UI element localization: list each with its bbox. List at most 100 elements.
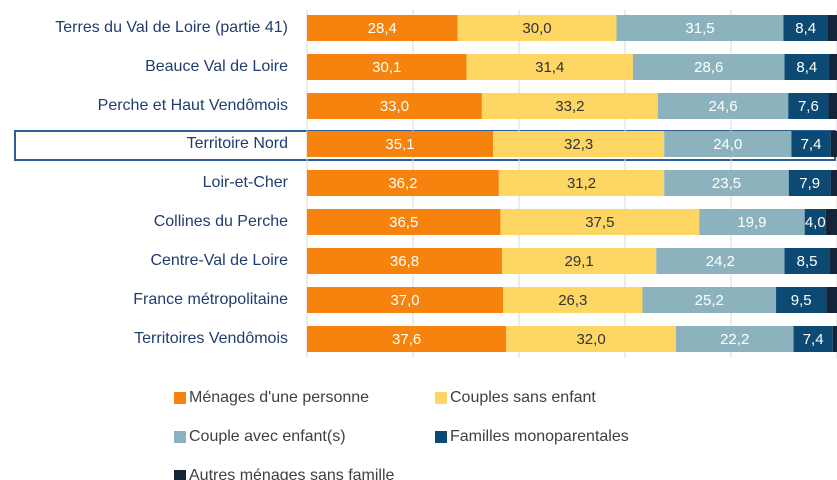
data-label: 28,6	[694, 59, 723, 76]
bar-segment	[828, 93, 837, 119]
bar-segment	[675, 326, 794, 352]
bar-segment	[307, 15, 458, 41]
bar-segment	[784, 54, 830, 80]
bar-segment	[784, 248, 830, 274]
legend-label: Autres ménages sans famille	[189, 467, 395, 480]
data-label: 36,8	[390, 253, 419, 270]
bar-segment	[664, 131, 792, 157]
bar-segment	[832, 326, 837, 352]
data-label: 30,0	[522, 20, 551, 37]
bar-segment	[783, 15, 828, 41]
bar-segment	[632, 54, 785, 80]
data-label: 23,5	[712, 175, 741, 192]
bar-segment	[307, 209, 501, 235]
data-label: 24,6	[708, 98, 737, 115]
category-label: Collines du Perche	[154, 213, 288, 230]
bar-segment	[788, 170, 831, 196]
bar-segment	[307, 131, 494, 157]
category-label: Loir-et-Cher	[203, 174, 289, 191]
data-label: 31,2	[567, 175, 596, 192]
legend-label: Couple avec enfant(s)	[189, 428, 346, 445]
category-label: Perche et Haut Vendômois	[98, 97, 288, 114]
data-label: 19,9	[737, 214, 766, 231]
bar-segment	[500, 209, 700, 235]
data-label: 28,4	[368, 20, 397, 37]
bar-segment	[307, 93, 482, 119]
data-label: 8,4	[795, 20, 816, 37]
category-label: Beauce Val de Loire	[145, 58, 288, 75]
category-label: Territoire Nord	[187, 135, 288, 152]
bar-segment	[616, 15, 784, 41]
legend-label: Couples sans enfant	[450, 389, 596, 406]
data-label: 9,5	[791, 292, 812, 309]
data-label: 4,0	[805, 214, 826, 231]
bar-segment	[830, 170, 837, 196]
bar-segment	[307, 287, 504, 313]
legend-swatch	[174, 431, 186, 443]
bar-segment	[793, 326, 833, 352]
bar-segment	[825, 209, 837, 235]
bar-segment	[307, 170, 499, 196]
data-label: 36,2	[388, 175, 417, 192]
data-label: 7,9	[799, 175, 820, 192]
data-label: 37,6	[392, 331, 421, 348]
bar-segment	[656, 248, 785, 274]
bar-segment	[829, 54, 837, 80]
legend-swatch	[174, 392, 186, 404]
legend-swatch	[435, 431, 447, 443]
data-label: 7,4	[801, 136, 822, 153]
legend-label: Familles monoparentales	[450, 428, 629, 445]
data-label: 33,2	[555, 98, 584, 115]
bar-segment	[826, 287, 837, 313]
bar-segment	[506, 326, 676, 352]
data-label: 7,6	[798, 98, 819, 115]
data-label: 8,4	[796, 59, 817, 76]
bar-segment	[788, 93, 829, 119]
bar-segment	[502, 248, 657, 274]
legend-swatch	[174, 470, 186, 480]
data-label: 36,5	[389, 214, 418, 231]
bar-segment	[498, 170, 665, 196]
data-label: 37,5	[585, 214, 614, 231]
bar-segment	[657, 93, 789, 119]
bar-segment	[829, 248, 837, 274]
category-label: Terres du Val de Loire (partie 41)	[55, 19, 288, 36]
bar-segment	[466, 54, 633, 80]
data-label: 24,0	[713, 136, 742, 153]
legend-swatch	[435, 392, 447, 404]
bar-segment	[307, 248, 503, 274]
bar-segment	[830, 131, 837, 157]
data-label: 30,1	[372, 59, 401, 76]
bar-segment	[699, 209, 805, 235]
bar-segment	[493, 131, 665, 157]
bar-segment	[664, 170, 789, 196]
data-label: 22,2	[720, 331, 749, 348]
bar-segment	[776, 287, 827, 313]
category-label: Territoires Vendômois	[134, 330, 288, 347]
data-label: 26,3	[558, 292, 587, 309]
data-label: 8,5	[797, 253, 818, 270]
data-label: 24,2	[706, 253, 735, 270]
bar-segment	[481, 93, 658, 119]
legend-label: Ménages d'une personne	[189, 389, 369, 406]
data-label: 35,1	[385, 136, 414, 153]
data-label: 31,4	[535, 59, 564, 76]
bar-segment	[642, 287, 777, 313]
data-label: 37,0	[390, 292, 419, 309]
data-label: 29,1	[565, 253, 594, 270]
category-label: France métropolitaine	[133, 291, 288, 308]
bar-segment	[827, 15, 837, 41]
bar-segment	[307, 326, 507, 352]
data-label: 33,0	[380, 98, 409, 115]
bar-segment	[307, 54, 467, 80]
category-label: Centre-Val de Loire	[150, 252, 288, 269]
data-label: 32,0	[576, 331, 605, 348]
bar-segment	[503, 287, 643, 313]
data-label: 31,5	[685, 20, 714, 37]
data-label: 32,3	[564, 136, 593, 153]
data-label: 25,2	[695, 292, 724, 309]
bar-segment	[804, 209, 826, 235]
bar-segment	[457, 15, 617, 41]
